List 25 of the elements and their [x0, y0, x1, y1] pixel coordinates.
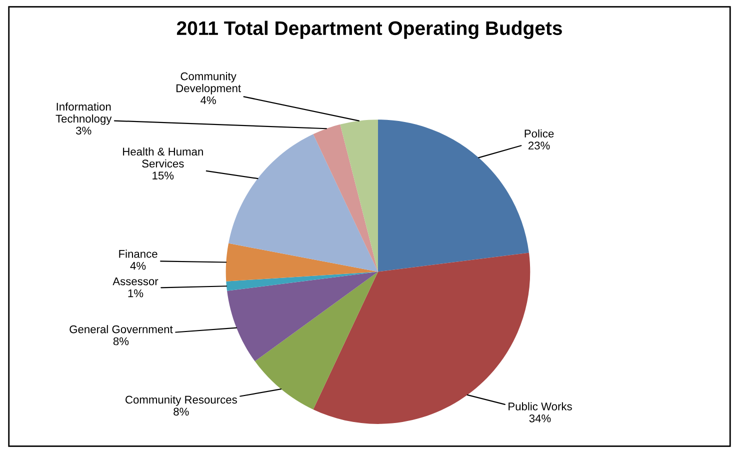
data-label: 23% [528, 142, 550, 150]
chart-title: 2011 Total Department Operating Budgets [176, 20, 562, 40]
pie-slice [228, 134, 378, 272]
slice-label: Assessor [112, 278, 158, 286]
data-label: 4% [130, 262, 146, 270]
data-label: 1% [128, 289, 144, 298]
pie-slice [313, 124, 378, 272]
pie-slice [227, 272, 378, 362]
data-label: 8% [113, 337, 129, 346]
pie-slice [226, 243, 378, 282]
slice-label: Public Works [508, 402, 572, 410]
data-label: 34% [529, 414, 551, 422]
data-label: 4% [200, 96, 216, 104]
slice-label: Police [524, 129, 554, 138]
slice-label: Health & Human Services [123, 147, 203, 168]
pie-slice [254, 272, 378, 410]
slice-label: General Government [70, 325, 173, 334]
slice-label: Community Development [176, 72, 241, 94]
data-label: 3% [76, 126, 92, 135]
slice-label: Information Technology [56, 102, 112, 125]
slice-label: Finance [119, 250, 158, 258]
data-label: 8% [174, 408, 189, 416]
data-label: 15% [152, 172, 174, 180]
slice-label: Community Resources [126, 395, 237, 406]
pie-slice [340, 120, 378, 272]
